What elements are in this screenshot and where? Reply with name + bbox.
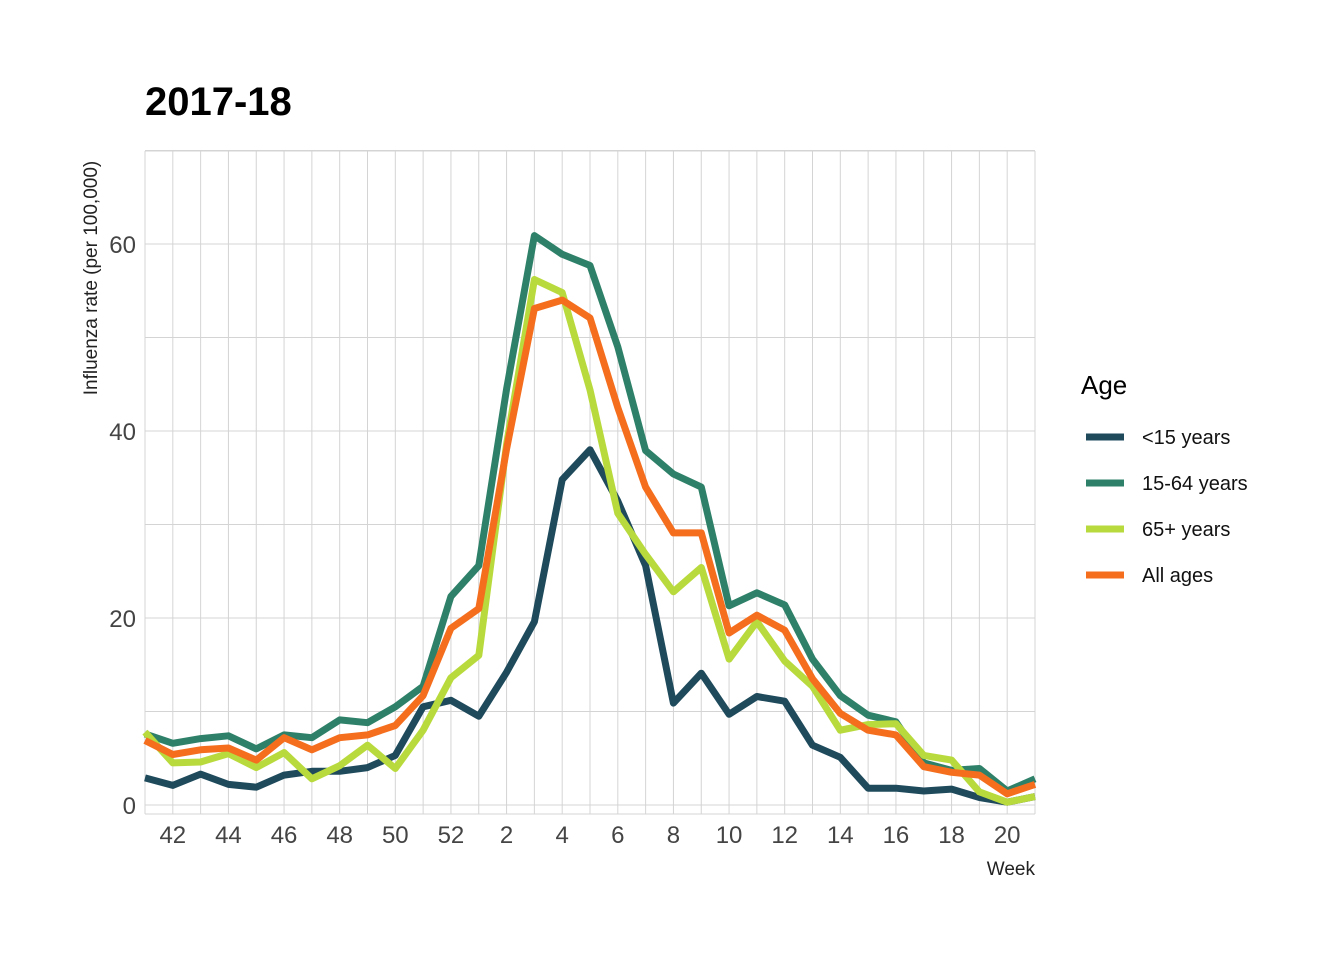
y-axis-ticks: 0 20 40 60	[109, 232, 136, 820]
x-tick-label: 6	[611, 822, 624, 849]
x-tick-label: 4	[556, 822, 569, 849]
series-line-0	[144, 446, 1036, 806]
y-tick-label: 60	[109, 232, 136, 259]
series-line-3	[143, 296, 1037, 798]
x-tick-label: 18	[938, 822, 965, 849]
x-tick-label: 50	[382, 822, 409, 849]
x-axis-ticks: 42 44 46 48 50 52 2 4 6 8 10 12 14 16 18 20	[159, 822, 1020, 849]
x-tick-label: 48	[326, 822, 353, 849]
series-line-2	[142, 276, 1036, 806]
y-tick-label: 20	[109, 606, 136, 633]
x-tick-label: 14	[827, 822, 854, 849]
legend-title: Age	[1081, 370, 1127, 400]
legend-label-3: All ages	[1142, 565, 1213, 587]
x-tick-label: 52	[438, 822, 465, 849]
legend-label-2: 65+ years	[1142, 519, 1230, 541]
legend-label-0: <15 years	[1142, 427, 1230, 449]
x-tick-label: 10	[716, 822, 743, 849]
x-tick-label: 44	[215, 822, 242, 849]
x-tick-label: 8	[667, 822, 680, 849]
x-tick-label: 16	[883, 822, 910, 849]
legend-label-1: 15-64 years	[1142, 473, 1248, 495]
legend: <15 years 15-64 years 65+ years All ages	[1086, 427, 1248, 587]
y-tick-label: 40	[109, 419, 136, 446]
chart-title: 2017-18	[145, 80, 292, 124]
y-tick-label: 0	[123, 793, 136, 820]
x-tick-label: 42	[159, 822, 186, 849]
y-axis-label: Influenza rate (per 100,000)	[81, 161, 102, 396]
series-line-1	[143, 232, 1037, 795]
series-lines	[142, 232, 1037, 806]
x-tick-label: 20	[994, 822, 1021, 849]
x-tick-label: 46	[271, 822, 298, 849]
x-tick-label: 2	[500, 822, 513, 849]
x-axis-label: Week	[987, 859, 1036, 880]
x-tick-label: 12	[771, 822, 798, 849]
